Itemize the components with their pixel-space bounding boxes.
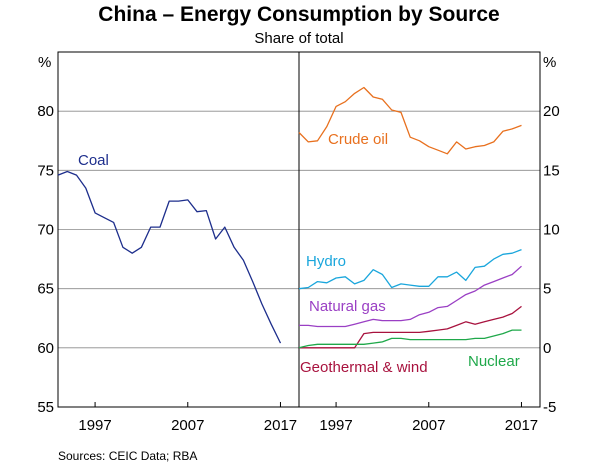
series-label: Nuclear xyxy=(468,353,520,370)
y-tick-label: 15 xyxy=(543,162,560,179)
series-label: Coal xyxy=(78,152,109,169)
series-line-hydro xyxy=(298,248,522,290)
y-tick-label: 80 xyxy=(37,103,54,120)
y-tick-label: -5 xyxy=(543,399,556,416)
y-tick-label: 5 xyxy=(543,281,551,298)
chart-title: China – Energy Consumption by Source xyxy=(98,3,499,26)
x-tick-label: 2007 xyxy=(412,417,445,434)
x-tick-label: 2017 xyxy=(264,417,297,434)
y-unit-label: % xyxy=(543,54,556,71)
series-labels: Coal Crude oil Hydro Natural gas Geothermal … xyxy=(78,131,520,376)
y-tick-label: 20 xyxy=(543,103,560,120)
series-line-crude-oil xyxy=(298,86,522,155)
y-unit-label: % xyxy=(38,54,51,71)
y-tick-label: 55 xyxy=(37,399,54,416)
x-tick-label: 2007 xyxy=(171,417,204,434)
series-line-geothermal-wind xyxy=(299,305,522,349)
y-tick-label: 65 xyxy=(37,281,54,298)
series-label: Natural gas xyxy=(309,298,386,315)
series-label: Geothermal & wind xyxy=(300,359,428,376)
series-line-nuclear xyxy=(298,329,522,349)
source-note: Sources: CEIC Data; RBA xyxy=(58,449,197,463)
series-line-coal xyxy=(57,170,282,344)
gridlines xyxy=(58,110,540,349)
y-tick-label: 10 xyxy=(543,222,560,239)
x-tick-label: 1997 xyxy=(78,417,111,434)
series-lines xyxy=(57,86,522,349)
y-tick-label: 70 xyxy=(37,222,54,239)
axes: 80 75 70 65 60 55% 1997 2007 2017 20 15 10 5 0 -5% 1997… xyxy=(37,54,559,434)
x-tick-label: 2017 xyxy=(505,417,538,434)
series-label: Hydro xyxy=(306,253,346,270)
y-tick-label: 60 xyxy=(37,340,54,357)
series-line-natural-gas xyxy=(299,265,522,328)
x-tick-label: 1997 xyxy=(319,417,352,434)
chart-subtitle: Share of total xyxy=(254,30,343,47)
series-label: Crude oil xyxy=(328,131,388,148)
y-tick-label: 75 xyxy=(37,162,54,179)
y-tick-label: 0 xyxy=(543,340,551,357)
